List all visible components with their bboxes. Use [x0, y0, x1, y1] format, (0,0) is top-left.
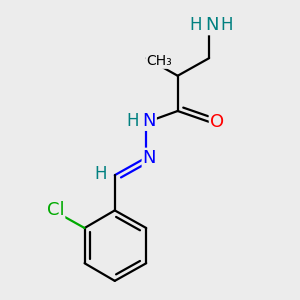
Text: H: H: [220, 16, 233, 34]
Text: CH₃: CH₃: [146, 54, 172, 68]
Text: H: H: [95, 165, 107, 183]
Text: H: H: [126, 112, 139, 130]
Text: H: H: [189, 16, 202, 34]
Text: N: N: [206, 16, 219, 34]
Text: N: N: [142, 112, 156, 130]
Text: Cl: Cl: [47, 201, 64, 219]
Text: O: O: [210, 113, 224, 131]
Text: N: N: [142, 148, 156, 166]
